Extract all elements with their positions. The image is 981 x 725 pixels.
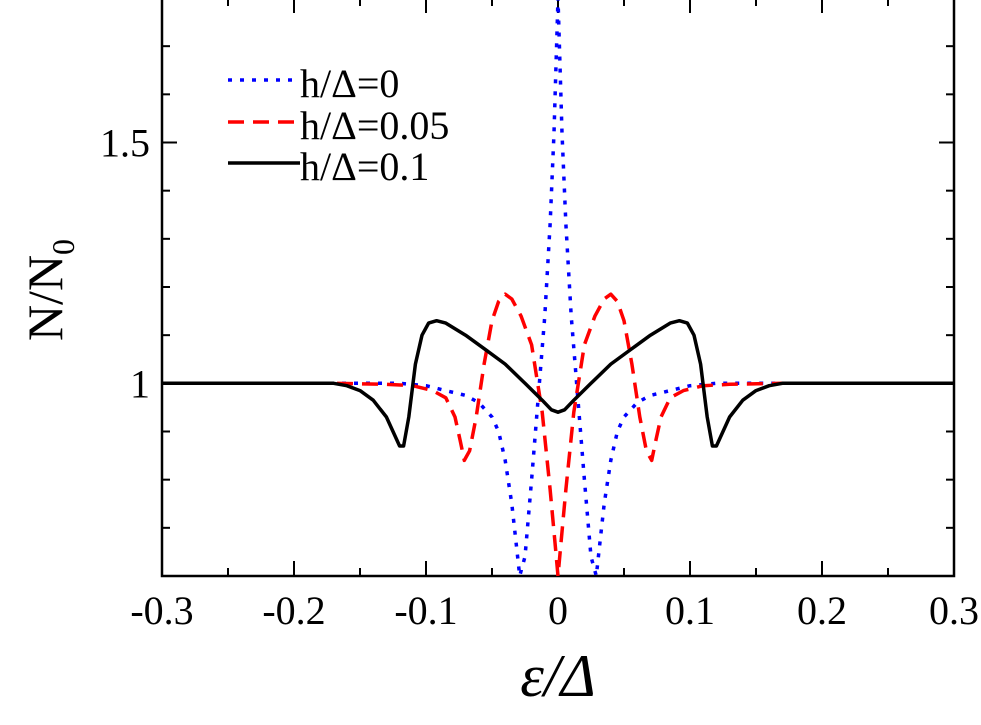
series-line-1 xyxy=(162,292,954,578)
legend: h/Δ=0h/Δ=0.05h/Δ=0.1 xyxy=(228,61,449,189)
axis-ticks: -0.3 -0.2 -0.1 0 0.1 0.2 0.3 1 1.5 xyxy=(100,0,979,633)
plot-frame xyxy=(160,0,956,578)
x-tick-label: -0.1 xyxy=(394,588,457,633)
x-tick-label: -0.3 xyxy=(130,588,193,633)
series-line-0 xyxy=(162,0,954,578)
x-tick-label: 0.3 xyxy=(929,588,979,633)
legend-label-0: h/Δ=0 xyxy=(300,61,399,106)
legend-label-1: h/Δ=0.05 xyxy=(300,103,449,148)
x-axis-title: ε/Δ xyxy=(520,643,596,709)
y-tick-label: 1 xyxy=(130,361,150,406)
legend-label-2: h/Δ=0.1 xyxy=(300,144,429,189)
series-line-2 xyxy=(162,318,954,448)
y-axis-title: N/N0 xyxy=(17,239,81,341)
y-axis-title-main: N/N xyxy=(17,255,73,341)
x-tick-label: 0.1 xyxy=(665,588,715,633)
y-axis-title-subscript: 0 xyxy=(45,239,81,255)
y-tick-label: 1.5 xyxy=(100,121,150,166)
svg-text:N/N0: N/N0 xyxy=(17,239,81,341)
x-tick-label: 0 xyxy=(548,588,568,633)
series-layer xyxy=(162,0,954,578)
x-tick-label: -0.2 xyxy=(262,588,325,633)
x-tick-label: 0.2 xyxy=(797,588,847,633)
